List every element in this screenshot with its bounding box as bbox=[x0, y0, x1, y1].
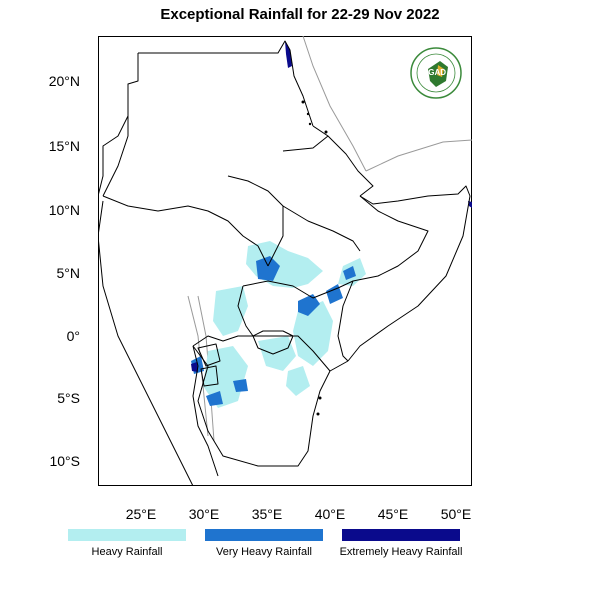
lon-label: 35°E bbox=[251, 506, 283, 522]
lat-label: 5°N bbox=[56, 265, 81, 281]
lat-label: 0° bbox=[66, 328, 80, 344]
lat-label: 20°N bbox=[48, 73, 80, 89]
legend-swatch-very-heavy bbox=[205, 529, 323, 541]
legend-label-heavy: Heavy Rainfall bbox=[91, 546, 163, 558]
rainfall-map bbox=[98, 36, 472, 486]
lat-label: 15°N bbox=[48, 138, 80, 154]
map-title: Exceptional Rainfall for 22-29 Nov 2022 bbox=[160, 6, 440, 23]
lon-label: 50°E bbox=[440, 506, 472, 522]
very-heavy-rainfall-areas bbox=[191, 256, 356, 406]
heavy-rainfall-areas bbox=[203, 241, 366, 408]
lat-label: 10°S bbox=[49, 453, 80, 469]
lat-label: 10°N bbox=[48, 202, 80, 218]
lon-label: 30°E bbox=[188, 506, 220, 522]
legend-label-very-heavy: Very Heavy Rainfall bbox=[216, 546, 312, 558]
igad-logo: IGAD bbox=[410, 47, 462, 99]
lon-label: 45°E bbox=[377, 506, 409, 522]
lat-label: 5°S bbox=[57, 390, 80, 406]
lon-label: 25°E bbox=[125, 506, 157, 522]
legend-swatch-extreme bbox=[342, 529, 460, 541]
svg-text:IGAD: IGAD bbox=[426, 68, 446, 77]
islands bbox=[301, 100, 328, 416]
legend-swatch-heavy bbox=[68, 529, 186, 541]
country-borders bbox=[98, 40, 471, 486]
lon-label: 40°E bbox=[314, 506, 346, 522]
legend-label-extreme: Extremely Heavy Rainfall bbox=[339, 546, 463, 558]
